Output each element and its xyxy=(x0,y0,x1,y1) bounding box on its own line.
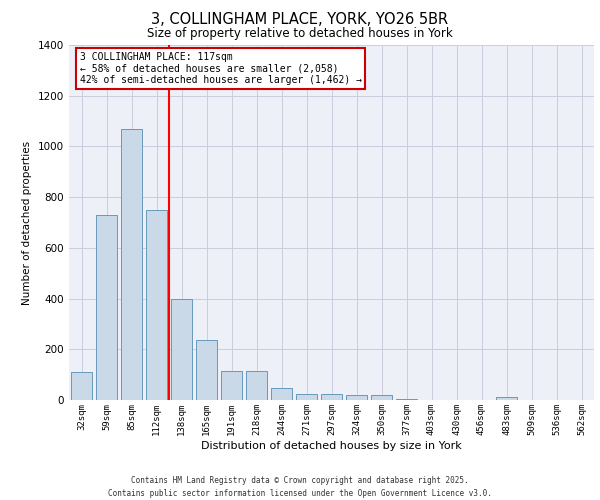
Bar xyxy=(496,398,517,400)
Bar xyxy=(296,394,317,400)
Bar xyxy=(396,398,417,400)
Bar xyxy=(196,340,217,400)
Bar xyxy=(146,210,167,400)
X-axis label: Distribution of detached houses by size in York: Distribution of detached houses by size … xyxy=(201,440,462,450)
Text: Contains HM Land Registry data © Crown copyright and database right 2025.
Contai: Contains HM Land Registry data © Crown c… xyxy=(108,476,492,498)
Bar xyxy=(171,298,192,400)
Text: 3, COLLINGHAM PLACE, YORK, YO26 5BR: 3, COLLINGHAM PLACE, YORK, YO26 5BR xyxy=(151,12,449,28)
Text: 3 COLLINGHAM PLACE: 117sqm
← 58% of detached houses are smaller (2,058)
42% of s: 3 COLLINGHAM PLACE: 117sqm ← 58% of deta… xyxy=(79,52,361,86)
Bar xyxy=(321,394,342,400)
Bar xyxy=(221,371,242,400)
Bar xyxy=(71,372,92,400)
Bar xyxy=(246,371,267,400)
Bar xyxy=(96,215,117,400)
Y-axis label: Number of detached properties: Number of detached properties xyxy=(22,140,32,304)
Bar xyxy=(346,395,367,400)
Text: Size of property relative to detached houses in York: Size of property relative to detached ho… xyxy=(147,28,453,40)
Bar xyxy=(371,396,392,400)
Bar xyxy=(271,388,292,400)
Bar xyxy=(121,128,142,400)
